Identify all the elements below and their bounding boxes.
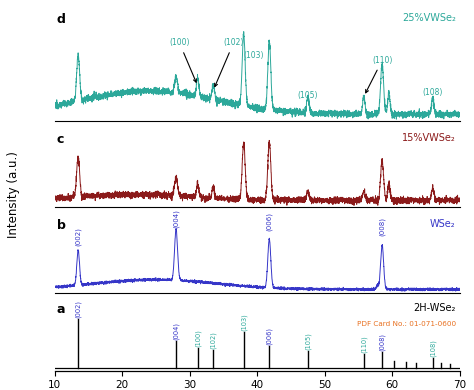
Text: (100): (100): [194, 329, 201, 347]
Text: (110): (110): [365, 56, 392, 93]
Text: d: d: [56, 13, 65, 26]
Text: (008): (008): [379, 333, 385, 351]
Text: (102): (102): [215, 38, 244, 87]
Text: (002): (002): [75, 300, 82, 318]
Text: (100): (100): [169, 38, 196, 82]
Text: 15%VWSe₂: 15%VWSe₂: [402, 133, 456, 143]
Text: Intensity (a.u.): Intensity (a.u.): [7, 152, 20, 238]
Text: a: a: [56, 303, 65, 316]
Text: (108): (108): [423, 88, 443, 97]
Text: (004): (004): [173, 209, 179, 228]
Text: 2H-WSe₂: 2H-WSe₂: [413, 303, 456, 313]
Text: b: b: [56, 219, 65, 232]
Text: (006): (006): [266, 212, 273, 231]
Text: (103): (103): [240, 313, 247, 331]
Text: c: c: [56, 133, 64, 146]
Text: PDF Card No.: 01-071-0600: PDF Card No.: 01-071-0600: [356, 321, 456, 327]
Text: (002): (002): [75, 227, 82, 246]
Text: WSe₂: WSe₂: [430, 219, 456, 229]
Text: (110): (110): [361, 336, 367, 353]
Text: (004): (004): [173, 322, 179, 340]
Text: (008): (008): [379, 217, 385, 236]
Text: (103): (103): [244, 51, 264, 60]
Text: (105): (105): [298, 91, 318, 100]
Text: (102): (102): [210, 331, 217, 349]
Text: 25%VWSe₂: 25%VWSe₂: [402, 13, 456, 23]
Text: (105): (105): [305, 332, 311, 350]
Text: (108): (108): [429, 339, 436, 357]
Text: (006): (006): [266, 327, 273, 345]
